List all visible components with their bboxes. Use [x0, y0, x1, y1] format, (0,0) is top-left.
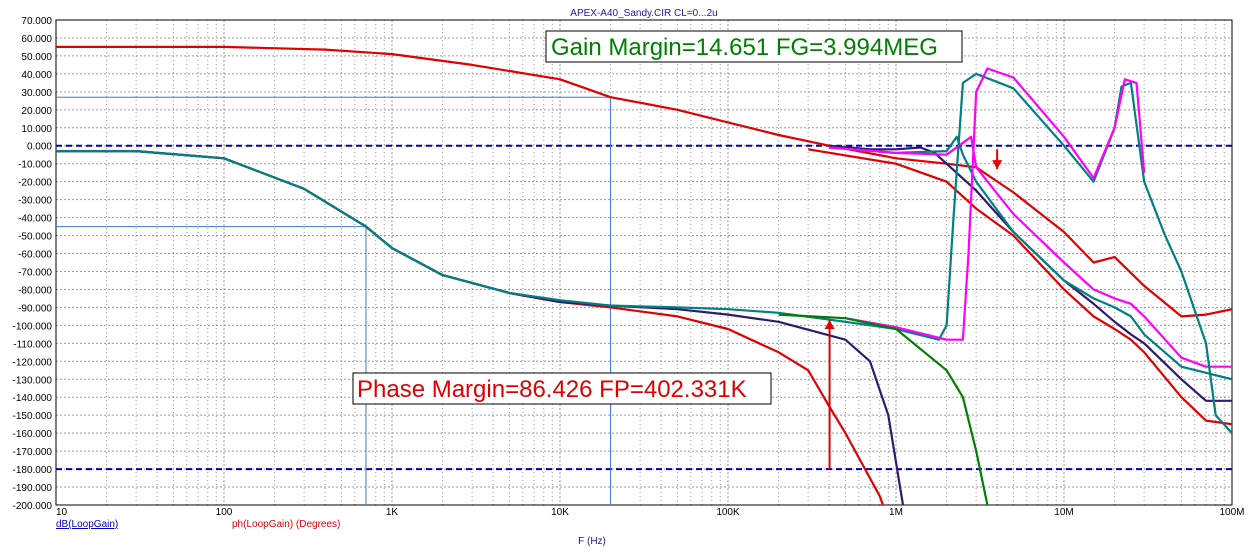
- series-line: [829, 135, 1232, 368]
- y-tick-label: -130.000: [13, 375, 53, 386]
- phase-margin-text: Phase Margin=86.426 FP=402.331K: [357, 376, 747, 403]
- margin-arrow-head: [992, 160, 1003, 170]
- y-tick-label: -50.000: [18, 232, 52, 243]
- y-tick-label: 60.000: [21, 34, 52, 45]
- y-tick-label: -20.000: [18, 178, 52, 189]
- y-tick-label: -170.000: [13, 447, 53, 458]
- y-tick-label: 30.000: [21, 88, 52, 99]
- gain-margin-annotation[interactable]: Gain Margin=14.651 FG=3.994MEG: [545, 30, 963, 63]
- y-tick-label: -150.000: [13, 411, 53, 422]
- y-tick-label: -60.000: [18, 250, 52, 261]
- series-line: [56, 150, 905, 505]
- series-line: [778, 313, 989, 505]
- tick-labels: 70.000 60.000 50.000 40.000 30.000 20.000 10.0…: [13, 16, 1245, 518]
- series-line: [845, 67, 1146, 341]
- y-tick-label: -70.000: [18, 267, 52, 278]
- legend-gain[interactable]: dB(LoopGain): [56, 519, 118, 530]
- series-line: [56, 150, 885, 505]
- y-tick-label: 20.000: [21, 106, 52, 117]
- y-tick-label: -110.000: [13, 339, 52, 350]
- y-tick-label: 10.000: [21, 124, 52, 135]
- series-line: [829, 144, 1232, 402]
- series-line: [56, 72, 1232, 434]
- series-line: [829, 135, 1232, 381]
- y-tick-label: -140.000: [13, 393, 53, 404]
- x-tick-label: 100K: [716, 507, 740, 518]
- phase-margin-annotation[interactable]: Phase Margin=86.426 FP=402.331K: [352, 372, 772, 405]
- margin-arrow-head: [824, 319, 835, 329]
- y-tick-label: -180.000: [13, 465, 53, 476]
- x-tick-label: 10K: [551, 507, 569, 518]
- y-tick-label: 70.000: [21, 16, 52, 27]
- x-tick-label: 100: [216, 507, 233, 518]
- gain-margin-box: [545, 30, 963, 63]
- margin-arrows: [824, 149, 1003, 470]
- y-tick-label: -160.000: [13, 429, 53, 440]
- x-tick-label: 1K: [386, 507, 399, 518]
- y-tick-label: -100.000: [13, 321, 53, 332]
- x-tick-label: 10M: [1054, 507, 1073, 518]
- y-tick-label: -80.000: [18, 285, 52, 296]
- y-tick-label: 40.000: [21, 70, 52, 81]
- y-tick-label: -120.000: [13, 357, 53, 368]
- y-tick-label: -90.000: [18, 303, 52, 314]
- y-tick-label: 0.000: [27, 142, 52, 153]
- y-tick-label: -40.000: [18, 214, 52, 225]
- y-tick-label: -30.000: [18, 196, 52, 207]
- x-tick-label: 10: [56, 507, 68, 518]
- grid: [55, 19, 1232, 506]
- plot-frame: [55, 19, 1233, 506]
- legend-phase[interactable]: ph(LoopGain) (Degrees): [232, 519, 340, 530]
- reference-lines: [56, 144, 1232, 471]
- series-line: [808, 148, 1232, 426]
- y-tick-label: 50.000: [21, 52, 52, 63]
- x-axis-label: F (Hz): [578, 536, 606, 547]
- cursor-lines[interactable]: [56, 96, 612, 505]
- data-series: [56, 45, 1232, 505]
- series-line: [56, 45, 1232, 318]
- gain-margin-text: Gain Margin=14.651 FG=3.994MEG: [551, 34, 938, 61]
- x-tick-label: 100M: [1219, 507, 1244, 518]
- y-tick-label: -10.000: [18, 160, 52, 171]
- phase-margin-box: [352, 372, 772, 405]
- y-tick-label: -200.000: [13, 501, 53, 512]
- x-tick-label: 1M: [889, 507, 903, 518]
- chart-title: APEX-A40_Sandy.CIR CL=0...2u: [570, 8, 717, 19]
- y-tick-label: -190.000: [13, 483, 53, 494]
